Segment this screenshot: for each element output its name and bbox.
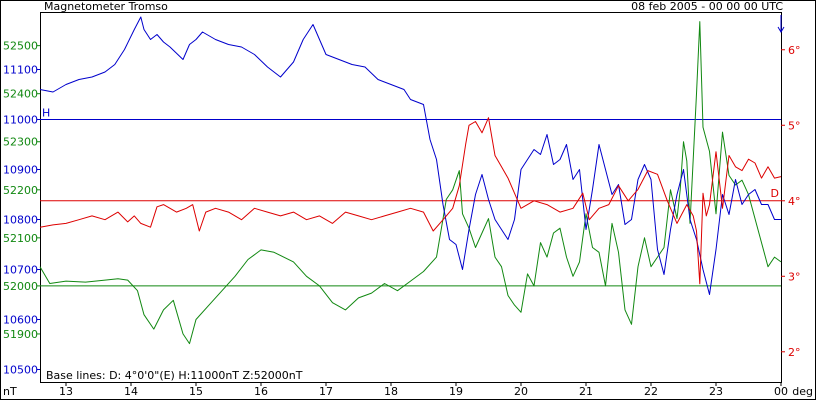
y-tick-label-h: 10600 — [3, 314, 38, 327]
x-tick-label: 19 — [449, 385, 463, 398]
y-tick-label-h: 10500 — [3, 364, 38, 377]
y-tick-label-z: 52500 — [3, 40, 38, 53]
right-unit-label: deg — [792, 385, 813, 398]
y-tick-label-z: 52400 — [3, 88, 38, 101]
x-tick-label: 23 — [709, 385, 723, 398]
chart-layer: 13 14 15 16 17 18 19 20 21 22 23 00 52500 52400 52300 5… — [3, 15, 801, 398]
x-tick-label: 13 — [59, 385, 73, 398]
series-line-h — [39, 16, 781, 295]
y-tick-label-h: 10700 — [3, 264, 38, 277]
y-tick-label-d: 3° — [788, 270, 801, 283]
y-tick-label-h: 11000 — [3, 114, 38, 127]
x-tick-label: 18 — [384, 385, 398, 398]
x-tick-label: 00 — [774, 385, 788, 398]
x-tick-label: 15 — [189, 385, 203, 398]
y-tick-label-d: 2° — [788, 346, 801, 359]
x-tick-label: 21 — [579, 385, 593, 398]
y-tick-label-z: 52200 — [3, 184, 38, 197]
y-tick-label-h: 10900 — [3, 164, 38, 177]
y-tick-label-d: 5° — [788, 119, 801, 132]
series-label-d: D — [771, 187, 779, 200]
y-tick-label-h: 10800 — [3, 214, 38, 227]
y-tick-label-h: 11100 — [3, 64, 38, 77]
y-tick-label-z: 52100 — [3, 232, 38, 245]
y-tick-label-z: 51900 — [3, 328, 38, 341]
x-tick-label: 22 — [644, 385, 658, 398]
x-unit-label: nT — [3, 385, 17, 398]
series-label-h: H — [42, 107, 50, 120]
x-tick-label: 17 — [319, 385, 333, 398]
x-tick-label: 16 — [254, 385, 268, 398]
baseline-footnote: Base lines: D: 4°0'0"(E) H:11000nT Z:520… — [46, 369, 303, 382]
x-tick-label: 14 — [124, 385, 138, 398]
y-tick-label-z: 52300 — [3, 136, 38, 149]
now-marker-arrow-head — [777, 26, 785, 33]
y-tick-label-z: 52000 — [3, 280, 38, 293]
x-tick-label: 20 — [514, 385, 528, 398]
series-line-d — [39, 117, 782, 285]
plot-frame — [40, 12, 782, 383]
series-line-z — [39, 21, 782, 345]
y-tick-label-d: 4° — [788, 195, 801, 208]
chart-timestamp: 08 feb 2005 - 00 00 00 UTC — [631, 0, 783, 13]
y-tick-label-d: 6° — [788, 44, 801, 57]
chart-title: Magnetometer Tromso — [44, 0, 168, 13]
